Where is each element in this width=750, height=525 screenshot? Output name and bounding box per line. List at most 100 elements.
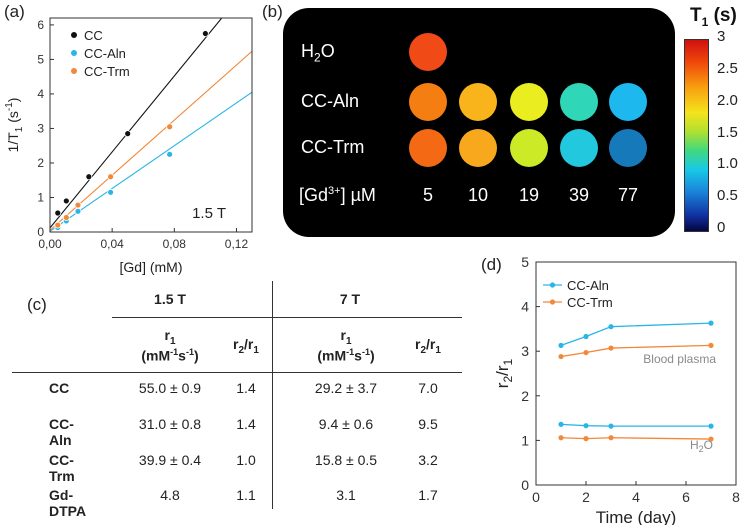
data-point-cc-trm-plasma	[608, 345, 614, 351]
table-cell-r1-7t: 15.8 ± 0.5	[314, 452, 378, 468]
phantom-tube-spot	[560, 129, 598, 167]
data-point-cc-aln	[107, 188, 114, 196]
y-tick-label: 1	[37, 190, 44, 204]
y-tick-label: 3	[521, 343, 529, 359]
concentration-value: 5	[422, 185, 433, 205]
concentration-value: 39	[568, 185, 590, 205]
table-cell-ratio-1-5t: 1.0	[236, 452, 256, 468]
data-point-cc-aln-plasma	[558, 342, 564, 349]
x-axis-label: Time (day)	[596, 508, 677, 525]
y-tick-label: 2	[521, 388, 529, 404]
concentration-value: 19	[518, 185, 540, 205]
fit-line-cc-aln	[50, 91, 252, 232]
phantom-tube-spot	[409, 129, 447, 167]
data-point-cc-trm-water	[608, 435, 614, 441]
colorbar-tick-label: 1.0	[717, 155, 738, 173]
table-row-name: Gd-DTPA	[49, 487, 87, 519]
y-tick-label: 6	[37, 18, 44, 32]
data-point-cc	[201, 30, 209, 37]
table-rule	[12, 372, 462, 373]
y-tick-label: 0	[521, 477, 529, 493]
phantom-tube-spot	[510, 83, 548, 121]
data-point-cc-trm-plasma	[558, 353, 564, 360]
colorbar-tick-label: 2.0	[717, 91, 738, 109]
panel-label-a: (a)	[4, 2, 25, 21]
x-tick-label: 4	[632, 489, 640, 505]
data-point-cc-trm	[74, 201, 82, 209]
mri-row-label: CC-Trm	[301, 137, 365, 157]
table-cell-ratio-7t: 7.0	[418, 380, 438, 396]
panel-label-c: (c)	[27, 295, 47, 314]
x-tick-label: 0,04	[100, 237, 124, 251]
data-point-cc-aln-water	[583, 423, 589, 429]
colorbar-tick-label: 2.5	[717, 59, 738, 77]
series-line-cc-trm-water	[560, 437, 712, 440]
y-tick-label: 2	[37, 156, 44, 170]
colorbar-title: T1 (s)	[690, 5, 737, 29]
legend-label-cc-trm: CC-Trm	[84, 64, 130, 79]
y-tick-label: 0	[37, 225, 44, 239]
table-cell-ratio-1-5t: 1.4	[236, 416, 256, 432]
table-cell-r1-1-5t: 39.9 ± 0.4	[138, 452, 202, 468]
table-cell-ratio-7t: 1.7	[418, 487, 438, 503]
fit-line-cc-trm	[50, 50, 252, 231]
phantom-tube-spot	[409, 83, 447, 121]
field-header-7t: 7 T	[339, 291, 361, 307]
data-point-cc-trm	[62, 214, 70, 221]
x-tick-label: 8	[732, 489, 740, 505]
ratio-header-1-5t: r2/r1	[233, 336, 259, 356]
table-cell-ratio-1-5t: 1.1	[236, 487, 256, 503]
legend-marker-cc-trm	[549, 299, 556, 305]
data-point-cc-aln-plasma	[608, 324, 614, 330]
x-tick-label: 6	[682, 489, 690, 505]
data-point-cc-aln	[74, 207, 82, 215]
data-point-cc	[85, 173, 93, 181]
data-point-cc-aln-plasma	[583, 333, 589, 340]
concentration-label: [Gd3+] µM	[299, 185, 376, 205]
table-cell-r1-7t: 9.4 ± 0.6	[318, 416, 374, 432]
panel-label-b: (b)	[262, 2, 283, 21]
plot-frame	[49, 17, 253, 233]
colorbar-tick-label: 0	[717, 219, 726, 236]
colorbar-tick-label: 1.5	[717, 123, 738, 141]
data-point-cc-trm-water	[558, 435, 564, 441]
data-point-cc	[54, 209, 62, 217]
x-axis-label: [Gd] (mM)	[120, 259, 183, 275]
legend-marker-cc-aln	[71, 50, 77, 56]
series-line-cc-trm-plasma	[560, 344, 712, 358]
phantom-tube-spot	[459, 129, 497, 167]
y-axis-label: 1/T1 (s-1)	[4, 98, 25, 153]
legend-label-cc-aln: CC-Aln	[567, 278, 609, 293]
y-tick-label: 5	[521, 255, 529, 270]
legend-marker-cc-trm	[71, 68, 77, 74]
legend-marker-cc-aln	[549, 282, 556, 288]
table-cell-r1-1-5t: 4.8	[160, 487, 180, 503]
ratio-header-7t: r2/r1	[415, 336, 441, 356]
colorbar-tick-label: 0.5	[717, 187, 738, 205]
data-point-cc-trm-water	[708, 436, 714, 442]
table-row-name: CC-Trm	[49, 452, 75, 484]
concentration-value: 10	[467, 185, 489, 205]
data-point-cc-aln-plasma	[708, 320, 714, 326]
phantom-tube-spot	[609, 129, 647, 167]
table-cell-r1-1-5t: 31.0 ± 0.8	[138, 416, 202, 432]
y-tick-label: 4	[37, 87, 44, 101]
data-point-cc-trm-water	[583, 436, 589, 442]
mri-row-label: CC-Aln	[301, 91, 360, 111]
table-cell-ratio-1-5t: 1.4	[236, 380, 256, 396]
concentration-value: 77	[617, 185, 639, 205]
data-point-cc-aln-water	[558, 421, 564, 427]
phantom-tube-spot	[510, 129, 548, 167]
x-tick-label: 0	[532, 489, 540, 505]
x-tick-label: 0,08	[163, 237, 187, 251]
table-cell-r1-7t: 29.2 ± 3.7	[314, 380, 378, 396]
data-point-cc	[124, 130, 132, 138]
x-tick-label: 2	[582, 489, 590, 505]
r1-header-7t: r1 (mM-1s-1)	[317, 327, 375, 364]
fit-line-cc	[50, 18, 223, 229]
field-header-1-5t: 1.5 T	[154, 291, 186, 307]
data-point-cc-trm	[54, 221, 62, 229]
data-point-cc-trm	[107, 173, 114, 181]
table-row-name: CC	[49, 380, 70, 396]
mri-phantom-image: H2O CC-Aln CC-Trm [Gd3+] µM 5 10 19 39 77	[283, 8, 675, 237]
